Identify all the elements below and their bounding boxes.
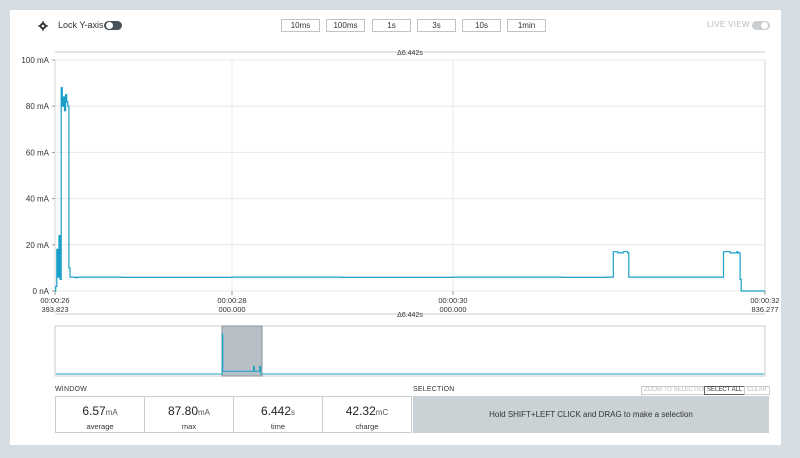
stat-charge: 42.32mC charge (323, 397, 411, 432)
stat-time: 6.442s time (234, 397, 323, 432)
live-view-label: LIVE VIEW (707, 20, 750, 29)
current-trace (55, 87, 765, 292)
stat-unit: s (291, 408, 296, 417)
zoom-10ms-button[interactable]: 10ms (281, 19, 320, 32)
main-chart[interactable]: Δ6.442s 100 mA 80 mA 60 mA 40 mA 20 mA 0 nA 0… (10, 38, 781, 338)
stat-caption: average (86, 422, 114, 431)
gear-icon[interactable] (38, 21, 48, 31)
zoom-1s-button[interactable]: 1s (372, 19, 411, 32)
clear-button[interactable]: CLEAR (744, 386, 771, 395)
y-tick-label: 80 mA (26, 102, 50, 111)
stat-max: 87.80mA max (145, 397, 234, 432)
zoom-10s-button[interactable]: 10s (462, 19, 501, 32)
plot-frame (54, 59, 766, 292)
toolbar: Lock Y-axis 10ms 100ms 1s 3s 10s 1min LI… (10, 10, 781, 42)
x-tick-label: 00:00:28 (217, 296, 246, 305)
stat-value: 87.80 (167, 404, 199, 418)
stat-caption: charge (355, 422, 379, 431)
y-tick-label: 20 mA (26, 241, 50, 250)
selection-section-label: SELECTION (413, 386, 455, 393)
x-tick-label: 00:00:26 (40, 296, 69, 305)
stat-value: 6.57 (82, 404, 106, 418)
x-tick-sublabel: 836.277 (751, 305, 778, 314)
x-tick-label: 00:00:30 (438, 296, 467, 305)
y-tick-label: 40 mA (26, 195, 50, 204)
main-chart-grid (54, 59, 766, 292)
stat-value: 6.442 (260, 404, 292, 418)
stat-caption: time (270, 422, 286, 431)
live-view-toggle[interactable] (752, 21, 770, 30)
zoom-to-selection-button[interactable]: ZOOM TO SELECTION (641, 386, 711, 395)
minimap-frame (54, 325, 766, 377)
y-tick-label: 60 mA (26, 148, 50, 157)
minimap-trace (56, 333, 764, 375)
delta-label: Δ6.442s (397, 50, 423, 57)
toggle-knob (761, 22, 768, 29)
x-tick-sublabel: 000.000 (218, 305, 245, 314)
stat-unit: mC (375, 408, 389, 417)
stat-average: 6.57mA average (56, 397, 145, 432)
stat-caption: max (181, 422, 197, 431)
minimap-window[interactable] (221, 325, 263, 377)
x-tick-label: 00:00:32 (750, 296, 779, 305)
minimap[interactable]: Δ6.442s (10, 310, 781, 377)
toggle-knob (106, 22, 113, 29)
selection-hint-box[interactable]: Hold SHIFT+LEFT CLICK and DRAG to make a… (413, 396, 769, 433)
lock-y-axis-toggle[interactable] (104, 21, 122, 30)
x-axis: 00:00:26393.82300:00:28000.00000:00:3000… (40, 291, 780, 314)
y-axis: 100 mA 80 mA 60 mA 40 mA 20 mA 0 nA (21, 56, 55, 296)
x-tick-sublabel: 000.000 (439, 305, 466, 314)
minimap-delta-label: Δ6.442s (397, 312, 423, 319)
zoom-1min-button[interactable]: 1min (507, 19, 546, 32)
select-all-button[interactable]: SELECT ALL (704, 386, 746, 395)
stat-unit: mA (198, 408, 211, 417)
y-tick-label: 100 mA (21, 56, 49, 65)
lock-y-axis-label: Lock Y-axis (58, 20, 104, 30)
window-stats: 6.57mA average 87.80mA max 6.442s time 4… (55, 396, 412, 433)
stat-value: 42.32 (345, 404, 376, 418)
stat-unit: mA (105, 408, 118, 417)
zoom-100ms-button[interactable]: 100ms (326, 19, 365, 32)
main-panel: Lock Y-axis 10ms 100ms 1s 3s 10s 1min LI… (10, 10, 781, 445)
window-section-label: WINDOW (55, 386, 87, 393)
x-tick-sublabel: 393.823 (41, 305, 68, 314)
zoom-3s-button[interactable]: 3s (417, 19, 456, 32)
y-tick-label: 0 nA (33, 287, 50, 296)
